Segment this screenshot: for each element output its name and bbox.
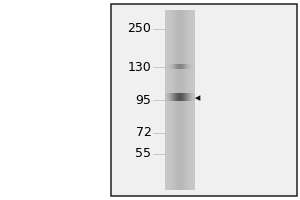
- Bar: [186, 64, 187, 69]
- Text: 250: 250: [128, 22, 152, 35]
- Bar: [170, 93, 171, 101]
- Bar: [169, 93, 170, 101]
- Bar: [186, 10, 187, 190]
- Bar: [192, 10, 193, 190]
- Bar: [193, 64, 194, 69]
- Bar: [169, 64, 170, 69]
- Bar: [185, 93, 186, 101]
- Bar: [167, 10, 168, 190]
- Bar: [187, 64, 188, 69]
- Bar: [177, 93, 178, 101]
- Bar: [194, 64, 195, 69]
- Bar: [193, 93, 194, 101]
- Bar: [187, 10, 188, 190]
- Text: 130: 130: [128, 61, 152, 74]
- Bar: [185, 64, 186, 69]
- Bar: [172, 93, 173, 101]
- Bar: [176, 64, 177, 69]
- Bar: [191, 10, 192, 190]
- Bar: [168, 64, 169, 69]
- Bar: [173, 93, 174, 101]
- Bar: [181, 10, 182, 190]
- Bar: [174, 93, 175, 101]
- Text: 72: 72: [136, 126, 152, 139]
- Bar: [188, 93, 189, 101]
- Bar: [191, 64, 192, 69]
- Bar: [190, 10, 191, 190]
- Bar: [180, 10, 181, 190]
- Bar: [165, 93, 166, 101]
- Bar: [181, 64, 182, 69]
- Bar: [173, 64, 174, 69]
- Bar: [168, 10, 169, 190]
- Bar: [180, 64, 181, 69]
- Bar: [193, 10, 194, 190]
- Bar: [165, 64, 166, 69]
- Bar: [185, 10, 186, 190]
- Text: 95: 95: [136, 94, 152, 106]
- Bar: [171, 64, 172, 69]
- Bar: [170, 10, 171, 190]
- Bar: [180, 93, 181, 101]
- Bar: [192, 93, 193, 101]
- Bar: [167, 64, 168, 69]
- Bar: [170, 64, 171, 69]
- Bar: [169, 10, 170, 190]
- Bar: [167, 93, 168, 101]
- Bar: [187, 93, 188, 101]
- Bar: [174, 64, 175, 69]
- Bar: [188, 64, 189, 69]
- Bar: [176, 10, 177, 190]
- Bar: [178, 64, 179, 69]
- Bar: [192, 64, 193, 69]
- Bar: [175, 64, 176, 69]
- Bar: [165, 10, 195, 190]
- Bar: [168, 93, 169, 101]
- Bar: [177, 64, 178, 69]
- Bar: [191, 93, 192, 101]
- Bar: [190, 64, 191, 69]
- Bar: [166, 64, 167, 69]
- Bar: [174, 10, 175, 190]
- Bar: [111, 4, 297, 196]
- Bar: [183, 64, 184, 69]
- Bar: [173, 10, 174, 190]
- Bar: [176, 93, 177, 101]
- Bar: [189, 93, 190, 101]
- Bar: [171, 93, 172, 101]
- Bar: [184, 10, 185, 190]
- Bar: [172, 64, 173, 69]
- Bar: [175, 93, 176, 101]
- Bar: [177, 10, 178, 190]
- Text: 55: 55: [136, 147, 152, 160]
- Bar: [182, 93, 183, 101]
- Bar: [190, 93, 191, 101]
- Bar: [166, 10, 167, 190]
- Bar: [189, 64, 190, 69]
- Bar: [194, 10, 195, 190]
- Bar: [184, 64, 185, 69]
- Bar: [178, 10, 179, 190]
- Bar: [182, 64, 183, 69]
- Bar: [166, 93, 167, 101]
- Bar: [172, 10, 173, 190]
- Bar: [194, 93, 195, 101]
- Bar: [171, 10, 172, 190]
- Bar: [186, 93, 187, 101]
- Bar: [184, 93, 185, 101]
- Bar: [181, 93, 182, 101]
- Bar: [188, 10, 189, 190]
- Bar: [189, 10, 190, 190]
- Bar: [183, 10, 184, 190]
- Bar: [179, 10, 180, 190]
- Bar: [179, 64, 180, 69]
- Bar: [183, 93, 184, 101]
- Bar: [175, 10, 176, 190]
- Bar: [182, 10, 183, 190]
- Bar: [165, 10, 166, 190]
- Bar: [178, 93, 179, 101]
- Bar: [179, 93, 180, 101]
